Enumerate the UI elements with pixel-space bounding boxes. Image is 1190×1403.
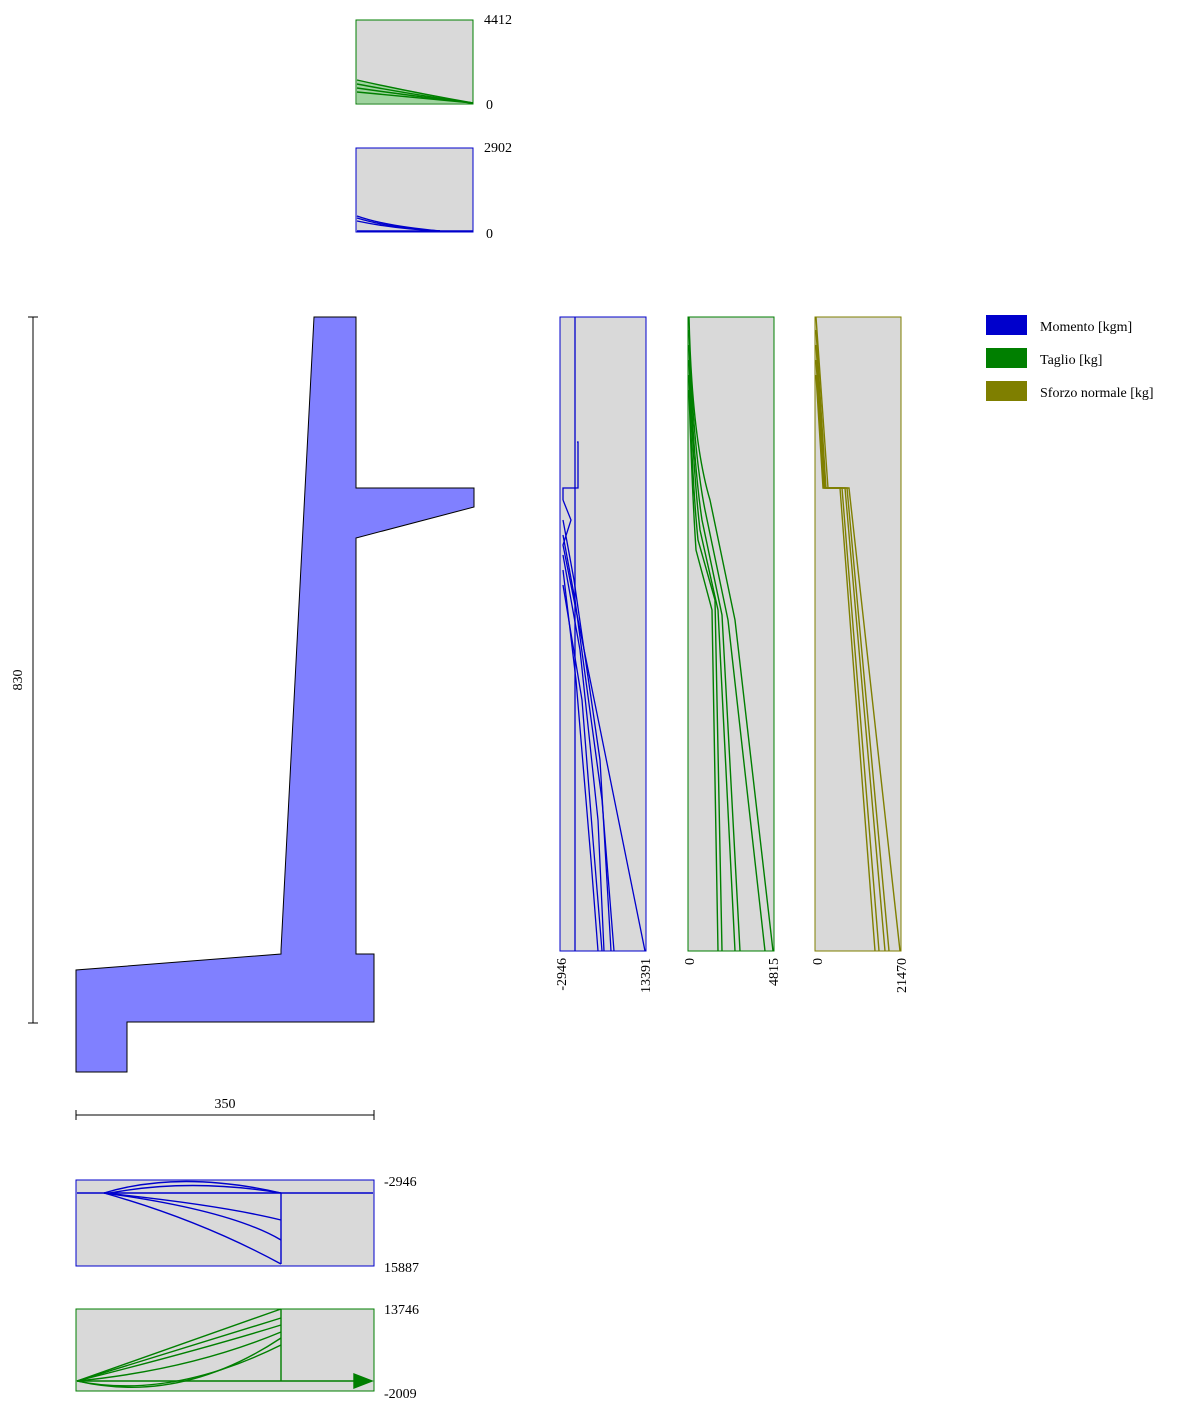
legend-label-moment: Momento [kgm] xyxy=(1040,320,1132,335)
legend-item-moment: Momento [kgm] xyxy=(986,315,1132,335)
stem-normal-max-label: 21470 xyxy=(895,958,910,993)
footing-shear-panel xyxy=(75,1308,375,1392)
stem-moment-diagram: -2946 13391 xyxy=(555,316,654,993)
legend-swatch-normal xyxy=(986,381,1027,401)
stem-moment-panel xyxy=(559,316,647,952)
width-dimension xyxy=(75,1110,375,1120)
footing-moment-diagram: -2946 15887 xyxy=(75,1175,419,1276)
footing-shear-diagram: 13746 -2009 xyxy=(75,1303,419,1402)
console-moment-min-label: 0 xyxy=(486,227,493,242)
stem-shear-panel xyxy=(687,316,775,952)
stem-shear-max-label: 4815 xyxy=(767,958,782,986)
footing-shear-curves xyxy=(76,1308,374,1390)
console-moment-curves xyxy=(356,215,473,232)
footing-shear-bottom-label: -2009 xyxy=(384,1387,417,1402)
footing-shear-top-label: 13746 xyxy=(384,1303,419,1318)
stem-shear-curves xyxy=(688,316,774,952)
footing-moment-curves xyxy=(77,1180,373,1265)
stem-normal-curves xyxy=(815,316,901,952)
width-dimension-label: 350 xyxy=(215,1097,236,1112)
legend-item-shear: Taglio [kg] xyxy=(986,348,1102,368)
legend-swatch-shear xyxy=(986,348,1027,368)
wall-section xyxy=(75,316,475,1073)
console-shear-curves xyxy=(356,79,474,104)
legend-item-normal: Sforzo normale [kg] xyxy=(986,381,1154,401)
console-shear-max-label: 4412 xyxy=(484,13,512,28)
stem-moment-min-label: -2946 xyxy=(555,958,570,991)
stem-normal-diagram: 0 21470 xyxy=(811,316,910,993)
legend-label-normal: Sforzo normale [kg] xyxy=(1040,386,1154,401)
console-moment-diagram: 2902 0 xyxy=(355,141,512,242)
legend: Momento [kgm] Taglio [kg] Sforzo normale… xyxy=(986,315,1154,401)
footing-moment-panel xyxy=(75,1179,375,1267)
stem-moment-max-label: 13391 xyxy=(639,958,654,993)
console-moment-max-label: 2902 xyxy=(484,141,512,156)
console-moment-panel xyxy=(355,147,474,233)
footing-moment-top-label: -2946 xyxy=(384,1175,417,1190)
height-dimension xyxy=(28,316,38,1024)
footing-moment-bottom-label: 15887 xyxy=(384,1261,419,1276)
stem-moment-curves xyxy=(562,317,646,952)
height-dimension-label: 830 xyxy=(11,670,26,691)
stem-shear-diagram: 0 4815 xyxy=(683,316,782,986)
stem-shear-min-label: 0 xyxy=(683,958,698,965)
stem-normal-min-label: 0 xyxy=(811,958,826,965)
legend-label-shear: Taglio [kg] xyxy=(1040,353,1102,368)
console-shear-diagram: 4412 0 xyxy=(355,13,512,113)
legend-swatch-moment xyxy=(986,315,1027,335)
console-shear-min-label: 0 xyxy=(486,98,493,113)
